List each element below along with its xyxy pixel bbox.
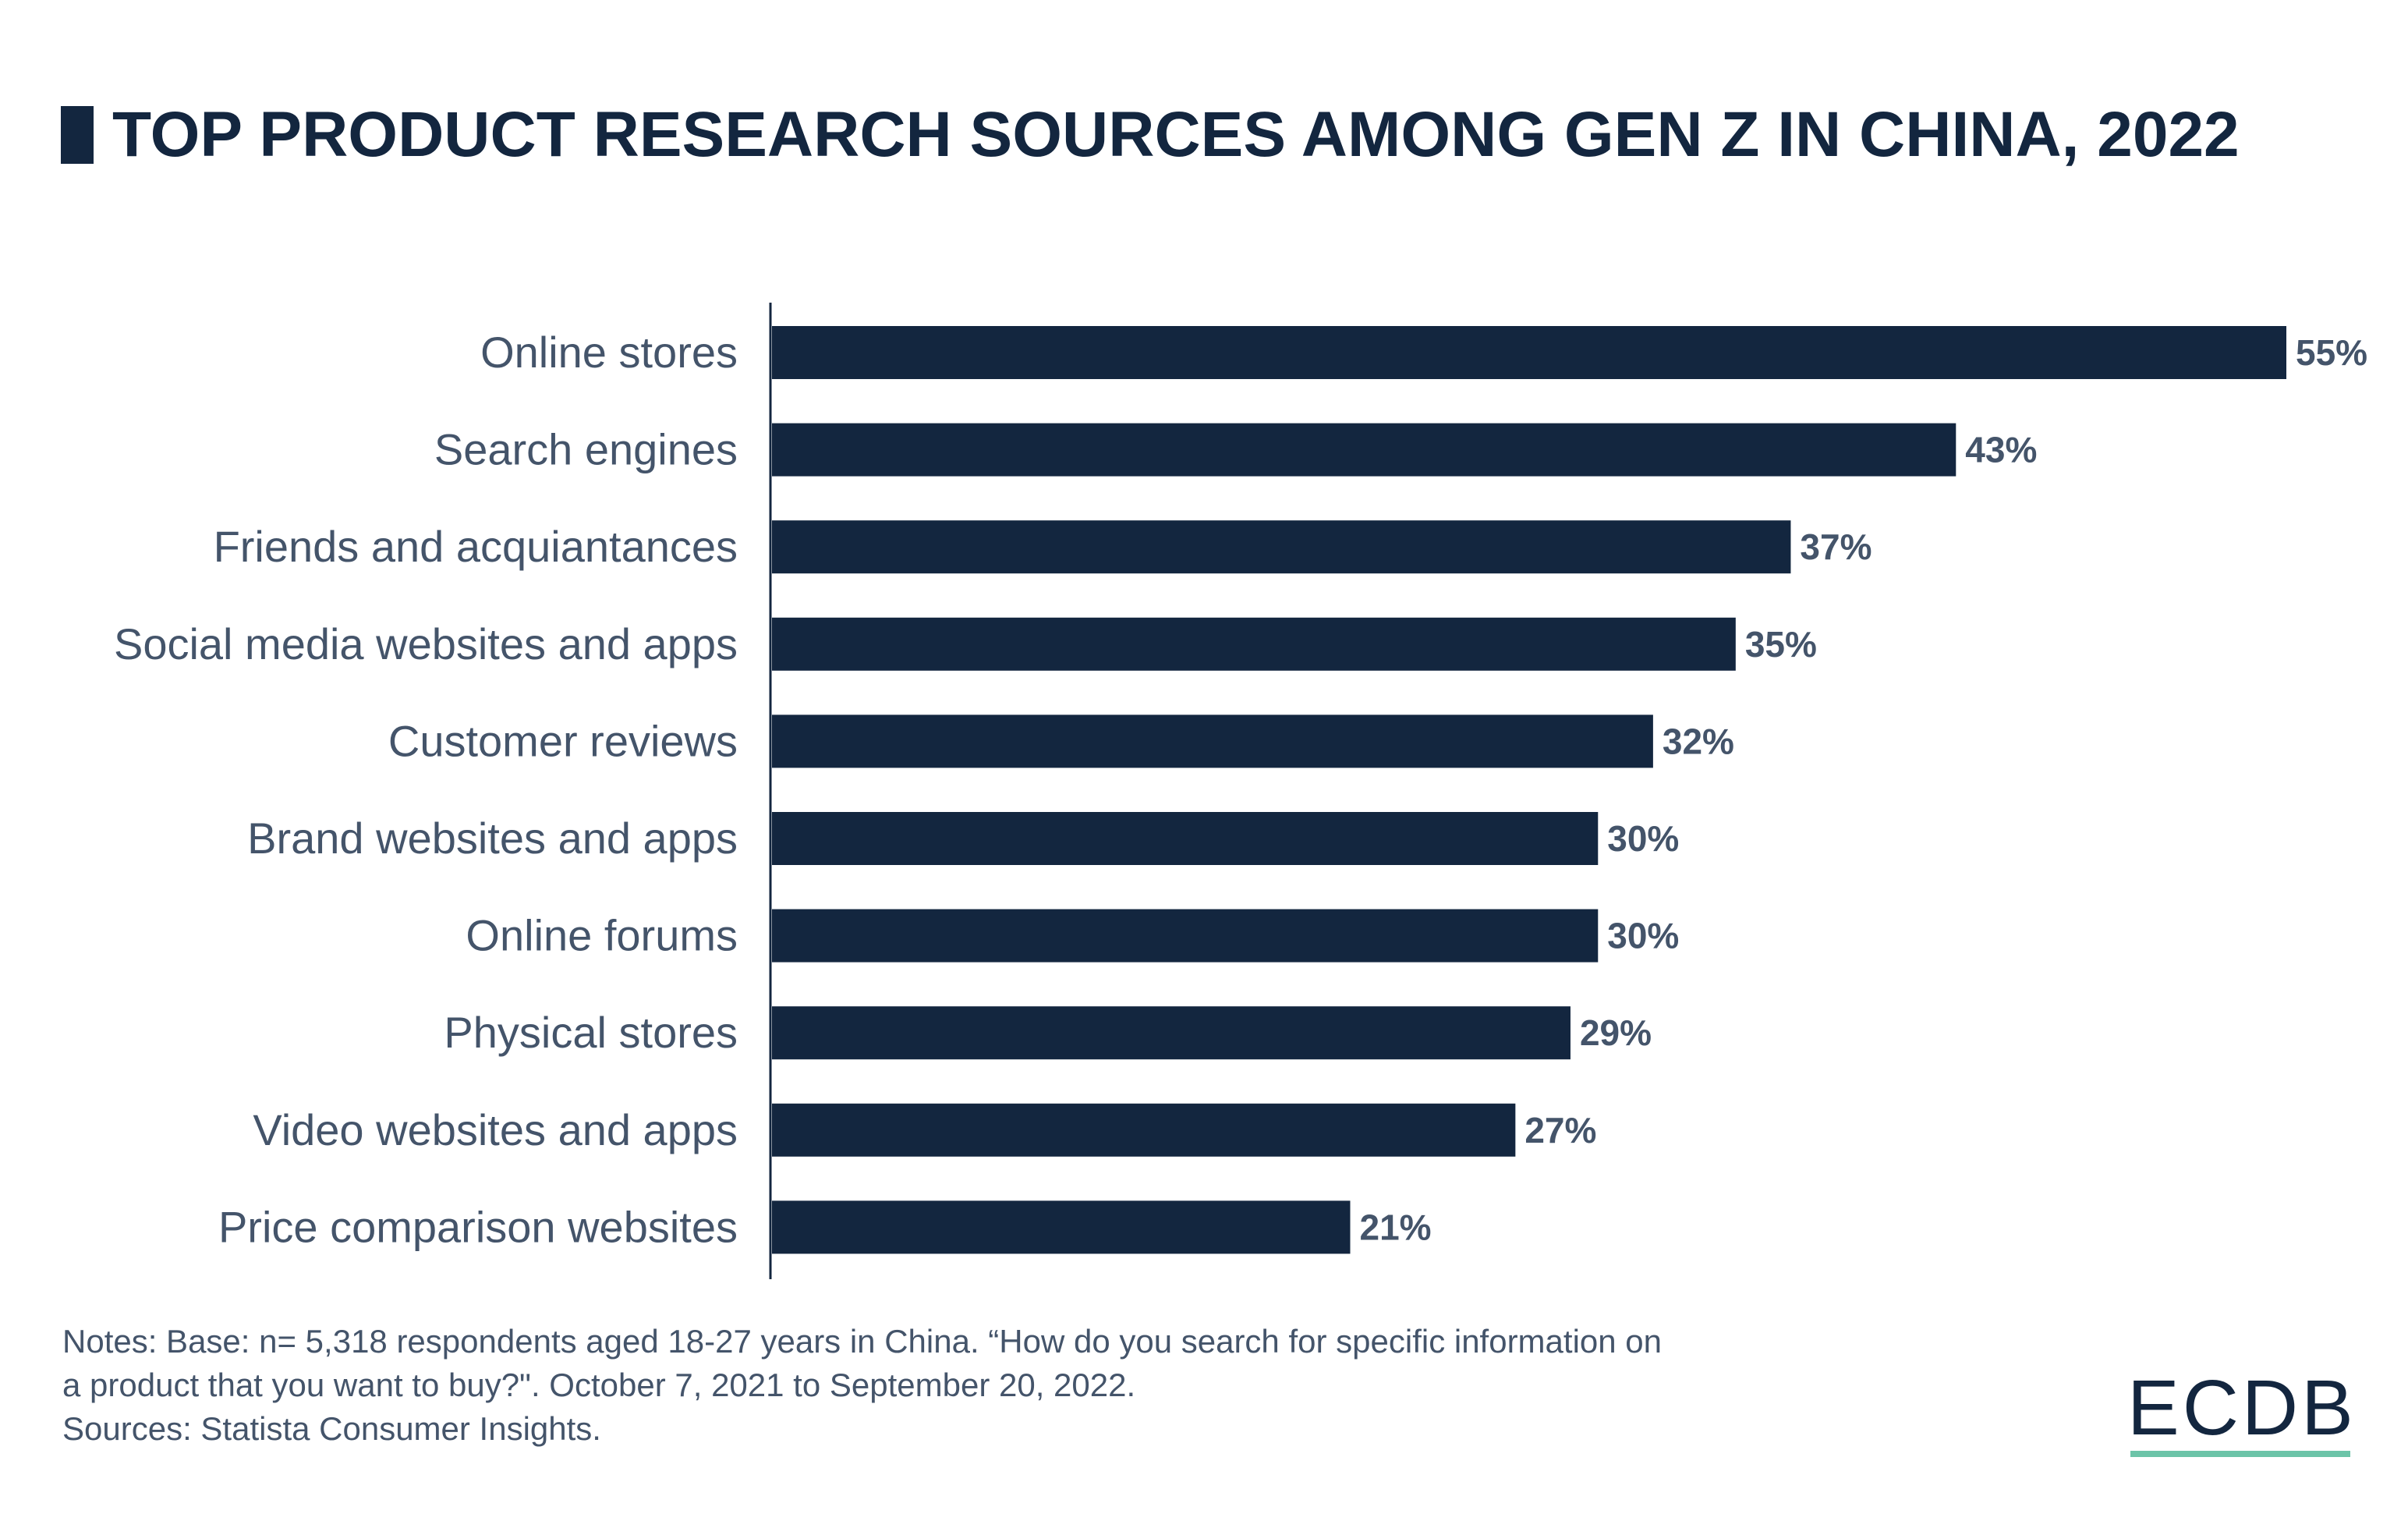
bar <box>772 1200 1351 1254</box>
value-label: 43% <box>1965 430 2037 470</box>
category-label: Friends and acquiantances <box>214 522 738 571</box>
chart-title: TOP PRODUCT RESEARCH SOURCES AMONG GEN Z… <box>112 99 2240 170</box>
bar <box>772 714 1653 768</box>
bar <box>772 520 1791 574</box>
bar <box>772 1103 1516 1157</box>
value-label: 55% <box>2296 332 2367 373</box>
notes-line-2: a product that you want to buy?". Octobe… <box>62 1367 1136 1403</box>
ecdb-logo: ECDB <box>2127 1364 2357 1452</box>
logo-underline <box>2130 1451 2350 1457</box>
category-label: Brand websites and apps <box>247 814 738 863</box>
bar <box>772 326 2286 379</box>
value-label: 32% <box>1663 721 1734 761</box>
category-label: Search engines <box>434 425 738 474</box>
category-label: Video websites and apps <box>253 1105 738 1154</box>
value-label: 35% <box>1745 624 1817 665</box>
notes: Notes: Base: n= 5,318 respondents aged 1… <box>62 1320 1662 1451</box>
category-label: Physical stores <box>444 1008 738 1057</box>
category-label: Online forums <box>466 911 738 960</box>
value-label: 27% <box>1524 1110 1596 1150</box>
notes-line-1: Notes: Base: n= 5,318 respondents aged 1… <box>62 1323 1663 1360</box>
bar <box>772 423 1956 477</box>
category-label: Customer reviews <box>388 716 738 765</box>
sources-line: Sources: Statista Consumer Insights. <box>62 1410 601 1447</box>
value-label: 30% <box>1607 818 1679 859</box>
bar <box>772 617 1736 671</box>
category-label: Online stores <box>480 328 738 377</box>
value-label: 37% <box>1800 526 1872 567</box>
value-label: 30% <box>1607 916 1679 956</box>
bar <box>772 1006 1571 1060</box>
value-label: 29% <box>1580 1012 1652 1053</box>
value-label: 21% <box>1359 1207 1431 1247</box>
title-marker <box>61 106 94 164</box>
bar <box>772 812 1599 865</box>
category-label: Price comparison websites <box>218 1202 738 1251</box>
category-label: Social media websites and apps <box>114 619 738 668</box>
bar <box>772 909 1599 963</box>
